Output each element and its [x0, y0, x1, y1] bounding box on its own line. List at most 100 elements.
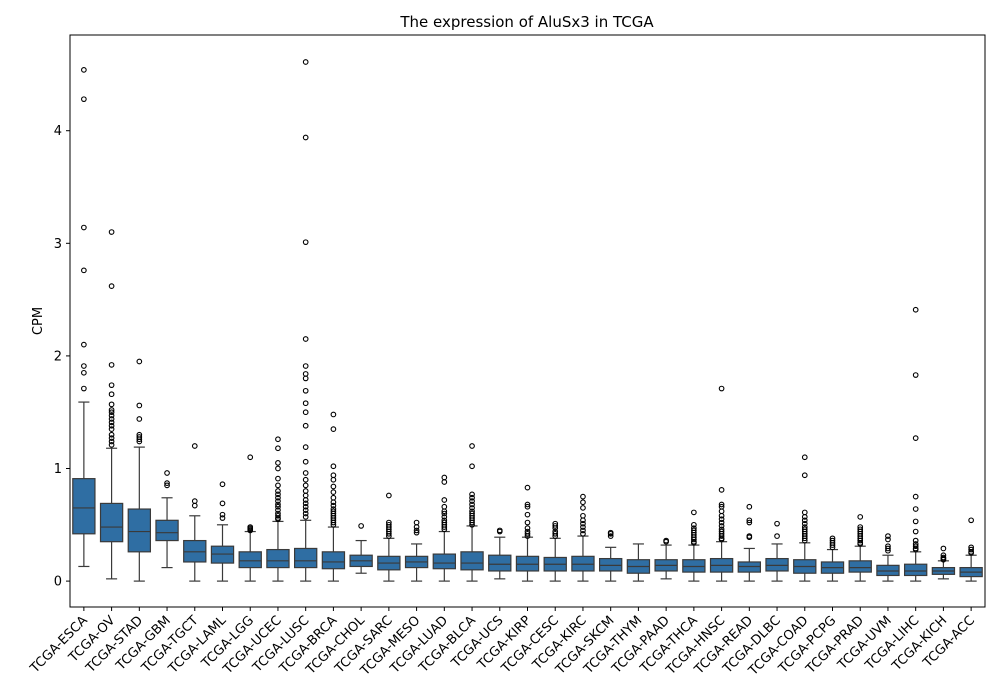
outlier-point [386, 533, 392, 539]
outlier-point [441, 497, 448, 503]
box-group [404, 519, 429, 582]
outlier-point [81, 385, 87, 392]
outlier-point [164, 480, 170, 486]
outlier-point [330, 499, 337, 506]
box-group [765, 520, 789, 582]
outlier-point [691, 539, 697, 546]
outlier-point [81, 224, 87, 231]
outlier-point [81, 67, 87, 73]
y-tick-label: 4 [54, 124, 62, 139]
outlier-point [441, 474, 448, 481]
outlier-point [81, 96, 87, 103]
box-group [183, 443, 207, 582]
outlier-point [108, 391, 115, 398]
outlier-point [718, 508, 725, 515]
outlier-point [275, 494, 281, 501]
y-tick-label: 0 [54, 575, 62, 590]
outlier-point [718, 501, 725, 508]
outlier-point [275, 488, 281, 494]
box-iqr [432, 553, 457, 570]
outlier-point [302, 400, 309, 407]
outlier-point [302, 363, 309, 369]
box-group [876, 533, 900, 582]
outlier-point [718, 533, 725, 539]
outlier-point [302, 59, 309, 65]
outlier-point [108, 435, 115, 441]
outlier-point [302, 507, 309, 514]
outlier-point [718, 536, 725, 543]
outlier-point [552, 533, 559, 539]
outlier-point [302, 458, 309, 465]
x-axis: TCGA-ESCATCGA-OVTCGA-STADTCGA-GBMTCGA-TG… [27, 607, 978, 679]
box-group [598, 529, 623, 582]
outlier-point [302, 514, 309, 520]
box-group [210, 481, 235, 582]
outlier-point [912, 518, 919, 525]
outlier-point [275, 498, 281, 505]
outlier-point [108, 422, 115, 429]
box-group [488, 527, 512, 580]
outlier-point [219, 500, 226, 507]
outlier-point [441, 526, 448, 533]
outlier-point [302, 409, 309, 416]
outlier-point [524, 511, 531, 518]
outlier-point [524, 525, 531, 532]
outlier-point [386, 492, 392, 499]
outlier-point [801, 514, 808, 520]
outlier-point [275, 436, 281, 443]
box-iqr [155, 519, 179, 542]
outlier-point [330, 494, 337, 501]
outlier-point [524, 533, 531, 539]
outlier-point [885, 536, 891, 543]
outlier-point [885, 533, 891, 539]
outlier-point [358, 523, 364, 529]
outlier-point [108, 407, 115, 413]
outlier-point [746, 517, 753, 524]
outlier-point [912, 435, 919, 441]
outlier-point [580, 499, 586, 506]
outlier-point [302, 510, 309, 517]
outlier-point [330, 472, 337, 479]
outlier-point [857, 514, 864, 520]
y-tick-label: 3 [54, 237, 62, 252]
outlier-point [330, 521, 337, 528]
outlier-point [275, 482, 281, 489]
outlier-point [580, 520, 586, 527]
outlier-point [552, 523, 559, 529]
outlier-point [275, 503, 281, 510]
box-group [848, 514, 872, 582]
outlier-point [330, 463, 337, 470]
outlier-point [81, 363, 87, 369]
outlier-point [302, 492, 309, 499]
box-group [127, 358, 152, 582]
outlier-point [330, 476, 337, 483]
box-group [266, 436, 290, 582]
outlier-point [413, 519, 420, 526]
box-group [72, 67, 96, 568]
outlier-point [912, 528, 919, 535]
box-group [460, 443, 484, 582]
outlier-point [108, 438, 115, 445]
outlier-point [857, 537, 864, 544]
outlier-point [275, 507, 281, 514]
outlier-point [912, 537, 919, 544]
outlier-point [885, 547, 891, 554]
outlier-point [746, 503, 753, 510]
box-series [72, 59, 983, 582]
outlier-point [441, 503, 448, 510]
outlier-point [275, 460, 281, 466]
outlier-point [857, 541, 864, 547]
outlier-point [191, 498, 198, 505]
outlier-point [718, 487, 725, 493]
box-iqr [238, 551, 262, 569]
outlier-point [607, 530, 614, 537]
outlier-point [469, 443, 475, 449]
y-tick-label: 2 [54, 349, 62, 364]
outlier-point [718, 385, 725, 392]
outlier-point [330, 502, 337, 509]
outlier-point [524, 484, 531, 491]
outlier-point [247, 527, 254, 534]
chart-title: The expression of AluSx3 in TCGA [399, 13, 654, 31]
outlier-point [469, 501, 475, 508]
